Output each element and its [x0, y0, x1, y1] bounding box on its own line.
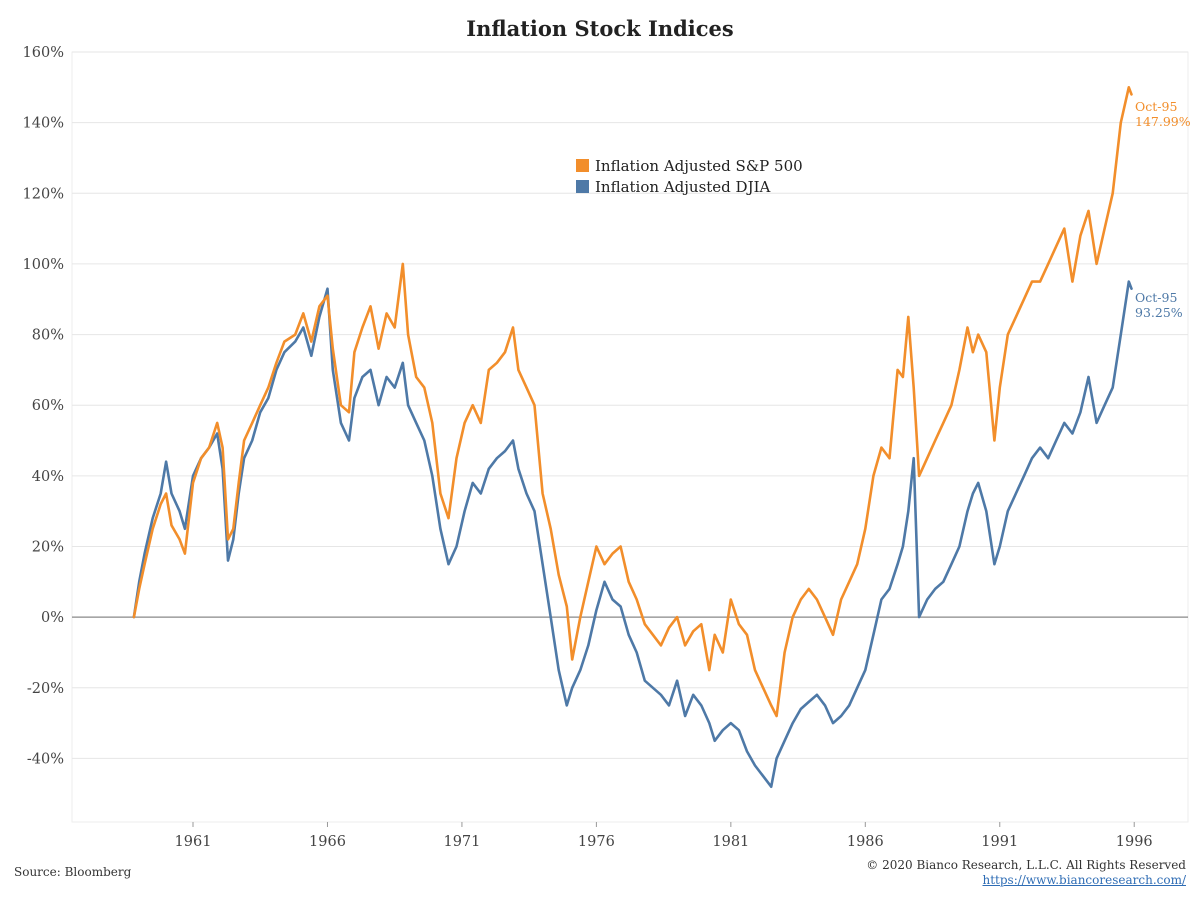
legend-item-djia: Inflation Adjusted DJIA: [576, 176, 803, 197]
x-tick-label: 1976: [578, 834, 615, 850]
legend-item-sp500: Inflation Adjusted S&P 500: [576, 155, 803, 176]
y-tick-label: 160%: [23, 45, 64, 61]
x-tick-label: 1996: [1116, 834, 1153, 850]
end-label-sp500: Oct-95 147.99%: [1135, 99, 1191, 129]
series-line-sp500: [132, 86, 1133, 718]
legend-swatch-sp500: [576, 159, 589, 172]
y-tick-label: 0%: [41, 610, 64, 626]
legend: Inflation Adjusted S&P 500 Inflation Adj…: [576, 155, 803, 197]
y-tick-label: 80%: [32, 328, 64, 344]
end-label-djia-value: 93.25%: [1135, 305, 1183, 320]
end-label-djia-date: Oct-95: [1135, 290, 1178, 305]
x-tick-label: 1971: [443, 834, 480, 850]
y-tick-label: 60%: [32, 398, 64, 414]
y-tick-label: -20%: [27, 681, 64, 697]
series-line-djia: [132, 280, 1133, 789]
end-label-djia: Oct-95 93.25%: [1135, 290, 1183, 320]
x-tick-label: 1966: [309, 834, 346, 850]
chart-title: Inflation Stock Indices: [466, 16, 734, 41]
end-label-sp500-value: 147.99%: [1135, 114, 1191, 129]
legend-swatch-djia: [576, 180, 589, 193]
legend-label-sp500: Inflation Adjusted S&P 500: [595, 156, 803, 175]
y-tick-label: 40%: [32, 469, 64, 485]
y-tick-label: 20%: [32, 539, 64, 555]
x-tick-label: 1981: [712, 834, 749, 850]
source-note: Source: Bloomberg: [14, 865, 132, 879]
copyright-note: © 2020 Bianco Research, L.L.C. All Right…: [866, 858, 1186, 872]
x-tick-label: 1991: [981, 834, 1018, 850]
website-link[interactable]: https://www.biancoresearch.com/: [982, 873, 1186, 887]
y-tick-label: 100%: [23, 257, 64, 273]
y-tick-label: 120%: [23, 186, 64, 202]
end-label-sp500-date: Oct-95: [1135, 99, 1178, 114]
x-tick-label: 1961: [175, 834, 212, 850]
x-tick-label: 1986: [847, 834, 884, 850]
legend-label-djia: Inflation Adjusted DJIA: [595, 177, 771, 196]
y-tick-label: 140%: [23, 116, 64, 132]
y-tick-label: -40%: [27, 751, 64, 767]
